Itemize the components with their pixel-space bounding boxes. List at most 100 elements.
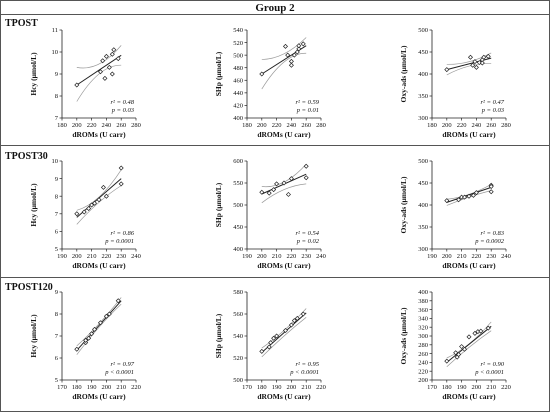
data-point: [472, 59, 478, 65]
y-tick-label: 440: [233, 90, 243, 97]
x-tick-label: 180: [72, 384, 82, 391]
x-tick-label: 190: [457, 384, 467, 391]
data-point: [89, 202, 95, 208]
x-tick-label: 240: [102, 122, 112, 129]
r-squared-label: r² = 0.95: [296, 361, 320, 368]
x-tick-label: 240: [472, 122, 482, 129]
x-tick-label: 230: [301, 253, 311, 260]
data-point: [466, 334, 472, 340]
x-tick-label: 260: [486, 122, 496, 129]
p-value-label: p = 0.0002: [474, 238, 505, 245]
chart-1: 180 200 220 240 260 280 7 8 9 10 11 dROMs (U carr) H…: [29, 27, 141, 139]
data-point: [481, 54, 487, 60]
ci-lower-band: [76, 185, 122, 225]
data-point: [282, 328, 288, 333]
x-tick-label: 190: [272, 384, 282, 391]
x-tick-label: 210: [486, 384, 496, 391]
y-tick-label: 540: [233, 27, 243, 34]
p-value-label: p = 0.02: [296, 238, 320, 245]
data-point: [274, 181, 280, 187]
y-tick-label: 500: [418, 158, 428, 165]
data-point: [488, 184, 494, 190]
section-title-tpost30: TPOST30: [5, 151, 48, 162]
p-value-label: p = 0.0001: [104, 238, 134, 245]
y-axis-label: Hcy (μmol/L): [29, 314, 38, 358]
y-tick-label: 420: [233, 103, 243, 110]
data-point: [118, 181, 124, 187]
data-point: [462, 346, 468, 352]
x-axis-label: dROMs (U carr): [72, 261, 126, 270]
x-axis-label: dROMs (U carr): [72, 130, 126, 139]
data-point: [478, 328, 484, 334]
p-value-label: p < 0.0001: [289, 369, 319, 376]
x-tick-label: 190: [87, 384, 97, 391]
x-tick-label: 210: [301, 384, 311, 391]
y-tick-label: 9: [55, 71, 58, 78]
y-tick-label: 580: [233, 289, 243, 296]
ci-lower-band: [261, 317, 307, 358]
x-tick-label: 180: [242, 122, 252, 129]
y-tick-label: 550: [233, 180, 243, 187]
data-point: [456, 197, 462, 203]
x-tick-label: 280: [316, 122, 326, 129]
y-tick-label: 460: [233, 77, 243, 84]
x-tick-label: 280: [501, 122, 511, 129]
x-axis-label: dROMs (U carr): [442, 130, 496, 139]
r-squared-label: r² = 0.90: [481, 361, 505, 368]
data-point: [444, 358, 450, 364]
ci-lower-band: [446, 63, 492, 76]
data-point: [266, 190, 272, 196]
x-tick-label: 220: [287, 253, 297, 260]
y-tick-label: 5: [55, 377, 58, 384]
r-squared-label: r² = 0.83: [481, 230, 505, 237]
x-tick-label: 200: [102, 384, 112, 391]
x-tick-label: 240: [131, 253, 141, 260]
y-tick-label: 450: [418, 49, 428, 56]
x-tick-label: 240: [316, 253, 326, 260]
ci-upper-band: [76, 45, 122, 69]
data-point: [467, 54, 473, 60]
ci-upper-band: [261, 308, 307, 349]
regression-line: [76, 300, 122, 351]
data-point: [444, 198, 450, 204]
data-point: [81, 209, 87, 215]
data-point: [285, 191, 291, 197]
r-squared-label: r² = 0.54: [296, 230, 320, 237]
data-point: [473, 64, 479, 70]
data-point: [115, 56, 121, 62]
x-tick-label: 180: [257, 384, 267, 391]
x-tick-label: 210: [116, 384, 126, 391]
data-point: [281, 180, 287, 186]
ci-upper-band: [76, 297, 122, 347]
data-point: [466, 193, 472, 199]
x-tick-label: 200: [257, 122, 267, 129]
y-tick-label: 520: [233, 355, 243, 362]
data-point: [103, 313, 109, 319]
x-tick-label: 210: [457, 253, 467, 260]
x-tick-label: 180: [442, 384, 452, 391]
x-axis-label: dROMs (U carr): [257, 261, 311, 270]
group-title: Group 2: [255, 2, 295, 14]
y-tick-label: 380: [418, 298, 428, 305]
data-point: [118, 165, 124, 171]
y-tick-label: 600: [233, 158, 243, 165]
y-axis-label: SHp (μmol/L): [214, 313, 223, 358]
y-tick-label: 540: [233, 333, 243, 340]
y-axis-label: SHp (μmol/L): [214, 51, 223, 96]
y-tick-label: 9: [55, 289, 58, 296]
x-tick-label: 230: [116, 253, 126, 260]
x-tick-label: 200: [442, 253, 452, 260]
data-point: [271, 187, 277, 193]
chart-5: 190 200 210 220 230 240 400 450 500 550 600 dROMs (…: [214, 158, 326, 270]
y-tick-label: 400: [233, 115, 243, 122]
x-tick-label: 220: [457, 122, 467, 129]
data-point: [86, 206, 92, 212]
x-tick-label: 220: [131, 384, 141, 391]
y-tick-label: 200: [418, 377, 428, 384]
x-tick-label: 170: [57, 384, 67, 391]
x-axis-label: dROMs (U carr): [257, 130, 311, 139]
y-tick-label: 480: [233, 65, 243, 72]
ci-lower-band: [261, 52, 307, 90]
data-point: [485, 53, 491, 59]
